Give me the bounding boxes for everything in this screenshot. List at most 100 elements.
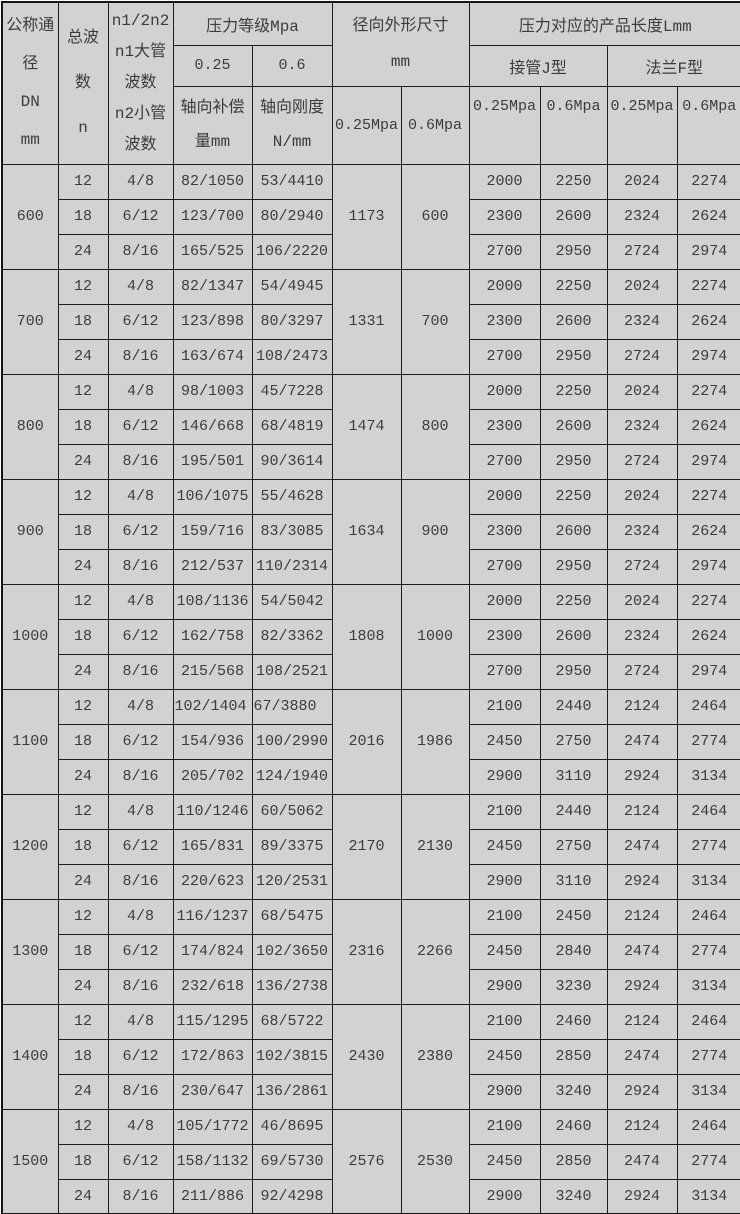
cell-axial-comp: 172/863 [172,1038,253,1075]
cell-length-2: 2024 [606,583,678,620]
cell-length-2: 2924 [606,863,678,900]
cell-total-waves: 12 [57,163,109,200]
cell-length-3: 2774 [676,1038,740,1075]
cell-length-3: 2974 [676,233,740,270]
cell-dn: 1300 [1,898,59,1005]
cell-axial-stiff: 102/3815 [251,1038,333,1075]
cell-length-0: 2000 [468,478,541,515]
cell-length-3: 2464 [676,688,740,725]
cell-length-3: 2624 [676,408,740,445]
cell-length-3: 3134 [676,758,740,795]
table-row: 24 8/16 230/647 136/2861 2900 3240 2924 3134 [2,1073,740,1110]
cell-length-1: 2600 [539,198,608,235]
cell-total-waves: 24 [57,233,109,270]
cell-length-0: 2900 [468,1178,541,1214]
table-row: 18 6/12 162/758 82/3362 2300 2600 2324 2624 [2,618,740,655]
cell-length-0: 2450 [468,723,541,760]
cell-axial-comp: 162/758 [172,618,253,655]
cell-axial-stiff: 100/2990 [251,723,333,760]
table-row: 1100 12 4/8 102/1404 67/3880 2016 1986 2100 2440… [1,688,740,795]
table-row: 24 8/16 220/623 120/2531 2900 3110 2924 3134 [2,863,740,900]
cell-axial-stiff: 110/2314 [251,548,333,585]
cell-length-2: 2324 [606,303,678,340]
cell-length-2: 2324 [606,408,678,445]
cell-axial-comp: 205/702 [172,758,253,795]
cell-radial-06: 900 [400,478,470,585]
cell-length-0: 2450 [468,828,541,865]
cell-axial-stiff: 68/5475 [251,898,333,935]
cell-total-waves: 12 [57,688,109,725]
cell-axial-stiff: 80/2940 [251,198,333,235]
table-row: 18 6/12 154/936 100/2990 2450 2750 2474 2774 [2,723,740,760]
cell-axial-comp: 108/1136 [172,583,253,620]
cell-length-2: 2924 [606,1178,678,1214]
cell-axial-stiff: 53/4410 [251,163,333,200]
cell-length-0: 2100 [468,688,541,725]
cell-length-1: 2450 [539,898,608,935]
cell-total-waves: 24 [57,758,109,795]
table-row: 18 6/12 123/898 80/3297 2300 2600 2324 2624 [2,303,740,340]
table-row: 18 6/12 165/831 89/3375 2450 2750 2474 2774 [2,828,740,865]
cell-length-1: 2750 [539,723,608,760]
cell-length-1: 2600 [539,618,608,655]
cell-length-3: 2464 [676,793,740,830]
cell-length-0: 2450 [468,933,541,970]
cell-axial-stiff: 60/5062 [251,793,333,830]
cell-length-1: 2950 [539,548,608,585]
cell-length-1: 2850 [539,1143,608,1180]
cell-axial-stiff: 106/2220 [251,233,333,270]
cell-length-2: 2124 [606,1108,678,1145]
cell-length-0: 2000 [468,163,541,200]
cell-total-waves: 18 [57,303,109,340]
cell-radial-06: 1986 [400,688,470,795]
cell-n1n2: 6/12 [107,933,174,970]
cell-length-0: 2700 [468,233,541,270]
cell-length-0: 2700 [468,548,541,585]
cell-total-waves: 18 [57,513,109,550]
cell-radial-06: 2530 [400,1108,470,1214]
cell-axial-comp: 232/618 [172,968,253,1005]
cell-n1n2: 4/8 [107,793,174,830]
cell-length-0: 2300 [468,303,541,340]
cell-length-0: 2100 [468,1003,541,1040]
header-pressure-025: 0.25 [172,44,253,87]
cell-length-0: 2450 [468,1143,541,1180]
cell-total-waves: 12 [57,373,109,410]
cell-length-1: 2250 [539,478,608,515]
cell-length-1: 2600 [539,303,608,340]
cell-axial-stiff: 46/8695 [251,1108,333,1145]
cell-n1n2: 8/16 [107,1073,174,1110]
cell-length-3: 2774 [676,933,740,970]
cell-length-2: 2024 [606,163,678,200]
cell-n1n2: 4/8 [107,163,174,200]
cell-length-1: 2250 [539,163,608,200]
cell-n1n2: 4/8 [107,373,174,410]
cell-n1n2: 6/12 [107,1038,174,1075]
cell-total-waves: 24 [57,863,109,900]
cell-length-0: 2450 [468,1038,541,1075]
cell-length-1: 2950 [539,443,608,480]
cell-length-2: 2474 [606,828,678,865]
cell-length-2: 2474 [606,1143,678,1180]
cell-length-1: 2250 [539,268,608,305]
cell-total-waves: 12 [57,583,109,620]
cell-axial-stiff: 54/4945 [251,268,333,305]
cell-axial-stiff: 108/2473 [251,338,333,375]
header-f-mpa-025: 0.25Mpa [606,85,678,165]
cell-n1n2: 6/12 [107,303,174,340]
cell-length-0: 2000 [468,583,541,620]
cell-length-2: 2474 [606,933,678,970]
cell-length-0: 2300 [468,408,541,445]
cell-total-waves: 24 [57,443,109,480]
cell-length-1: 2460 [539,1003,608,1040]
cell-axial-comp: 163/674 [172,338,253,375]
cell-length-0: 2100 [468,898,541,935]
table-row: 1000 12 4/8 108/1136 54/5042 1808 1000 2000 2250… [1,583,740,690]
header-total-waves: 总波 数 n [57,1,109,165]
cell-n1n2: 8/16 [107,758,174,795]
cell-total-waves: 12 [57,1108,109,1145]
cell-length-2: 2324 [606,513,678,550]
cell-radial-06: 2266 [400,898,470,1005]
cell-axial-comp: 82/1347 [172,268,253,305]
table-row: 1500 12 4/8 105/1772 46/8695 2576 2530 2100 2460… [1,1108,740,1214]
